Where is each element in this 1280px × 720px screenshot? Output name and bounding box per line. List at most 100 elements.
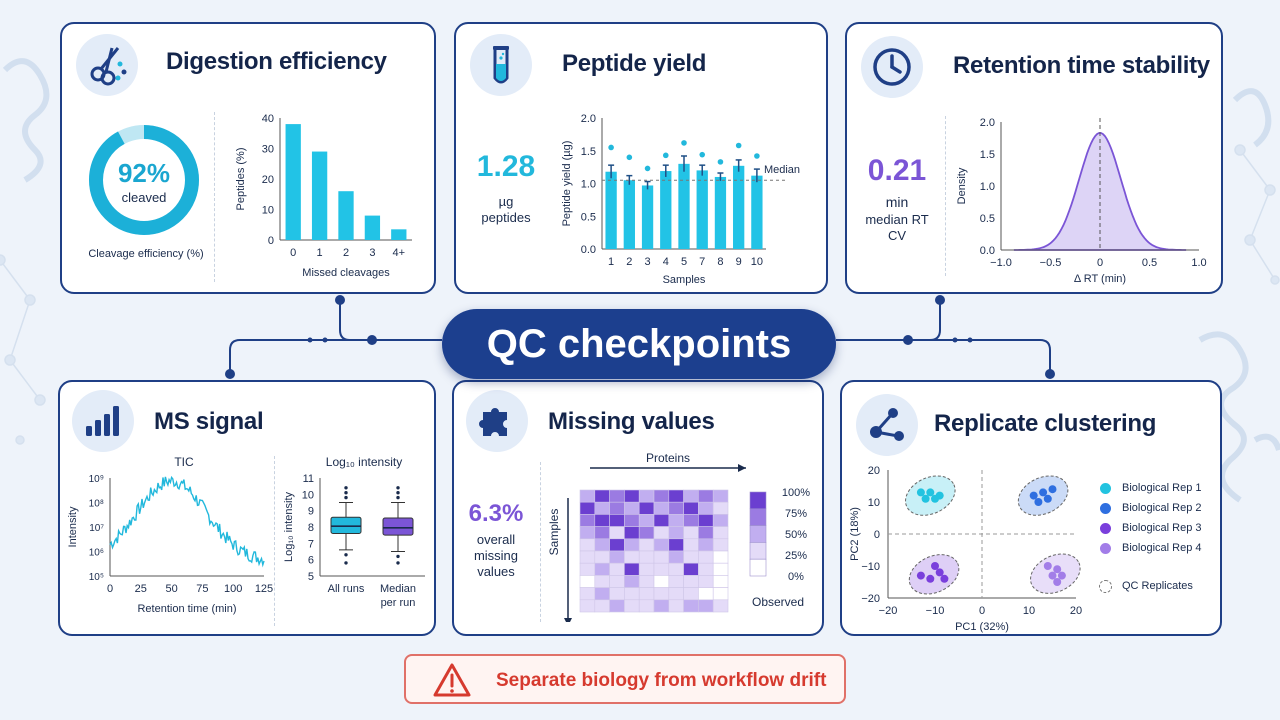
data-point — [1043, 562, 1052, 570]
heatmap-cell — [624, 538, 640, 552]
data-point — [681, 140, 687, 146]
heatmap-cell — [609, 489, 625, 503]
cleavage-donut — [89, 125, 199, 235]
y-tick-label: 8 — [308, 522, 314, 534]
heatmap-cell — [683, 575, 699, 588]
y-tick-label: −10 — [861, 561, 880, 573]
legend-swatch — [1100, 523, 1111, 534]
clock-icon — [861, 36, 923, 98]
y-tick-label: 11 — [303, 473, 314, 485]
panel-divider — [540, 462, 541, 622]
x-axis-label: Samples — [663, 274, 706, 286]
y-tick-label: 10⁷ — [89, 523, 104, 534]
x-tick-label: 0 — [1097, 257, 1103, 269]
x-tick-label: 75 — [196, 583, 208, 595]
missing-heatmap: Proteins Samples 100% 75% 50% 25% 0% Observed — [547, 451, 810, 622]
heatmap-cell — [579, 550, 596, 564]
data-point — [754, 153, 760, 159]
y-axis-label: Peptide yield (µg) — [561, 141, 573, 227]
scale-tick-label: 0% — [788, 571, 804, 583]
heatmap-cell — [579, 562, 596, 576]
heatmap-cell — [712, 501, 729, 515]
heatmap-cell — [624, 489, 640, 503]
missing-stat-label-3: values — [477, 564, 515, 579]
legend-label: Biological Rep 2 — [1122, 502, 1202, 514]
ms-signal-title: MS signal — [154, 408, 264, 435]
heatmap-cell — [609, 526, 625, 540]
missing-stat-value: 6.3% — [468, 500, 524, 527]
median-label: Median — [764, 164, 800, 176]
x-tick-label: 25 — [135, 583, 147, 595]
chart-title: Log₁₀ intensity — [326, 455, 402, 469]
pca-scatter: −20 −10 0 10 20 20 10 0 −10 −20 PC1 (32%) PC2 (18%) — [849, 465, 1082, 633]
data-point — [916, 488, 925, 497]
x-axis-label: Missed cleavages — [302, 267, 390, 279]
data-point — [1029, 491, 1038, 500]
data-point — [1039, 488, 1048, 497]
heatmap-cell — [668, 489, 684, 503]
heatmap-cell — [638, 526, 655, 540]
outlier-point — [396, 554, 400, 559]
heatmap-cell — [668, 538, 684, 552]
outlier-point — [396, 491, 400, 495]
y-tick-label: 0.5 — [581, 211, 596, 223]
heatmap-cell — [624, 550, 640, 564]
puzzle-icon — [466, 390, 528, 452]
x-tick-label: 1 — [608, 256, 614, 268]
bar — [285, 124, 301, 240]
x-tick-label: 8 — [717, 256, 723, 268]
y-tick-label: 10⁶ — [89, 548, 104, 559]
x-tick-label: 4 — [663, 256, 669, 268]
retention-stat-unit: min — [885, 194, 909, 210]
y-axis-label: Log₁₀ intensity — [283, 491, 295, 562]
x-axis-label: Retention time (min) — [137, 603, 236, 615]
legend-item: Biological Rep 1 — [1100, 480, 1220, 500]
legend-swatch — [1100, 543, 1111, 554]
y-tick-label: 10 — [262, 205, 274, 217]
data-point — [662, 152, 669, 159]
peptide-yield-panel: Peptide yield 1.28 µg peptides 0.0 0.5 1.0… — [454, 22, 828, 294]
scale-swatch — [749, 542, 767, 560]
heatmap-cell — [653, 489, 670, 503]
y-tick-label: 2.0 — [980, 117, 995, 129]
peptide-yield-chart: 0.0 0.5 1.0 1.5 2.0 1 2 3 4 5 7 8 9 10 Median Samples Pe… — [561, 113, 800, 286]
x-axis-label: PC1 (32%) — [955, 621, 1009, 633]
legend-label: Biological Rep 1 — [1122, 482, 1202, 494]
legend-swatch — [1100, 483, 1111, 494]
data-point — [1053, 565, 1062, 574]
heatmap-cell — [668, 526, 684, 540]
x-tick-label: 3 — [369, 247, 375, 259]
heatmap-cell — [712, 587, 729, 601]
heatmap-cell — [594, 587, 610, 601]
heatmap-cell — [653, 514, 670, 527]
heatmap-cell — [653, 501, 670, 515]
center-title: QC checkpoints — [442, 309, 836, 379]
heatmap-cell — [653, 550, 670, 564]
heatmap-cell — [668, 550, 684, 564]
outlier-point — [396, 495, 400, 500]
heatmap-cell — [683, 550, 699, 564]
heatmap-cell — [698, 526, 714, 540]
x-tick-label: −1.0 — [990, 257, 1012, 269]
scale-tick-label: 25% — [785, 550, 807, 562]
ms-signal-panel: MS signal TIC 10⁵ 10⁶ 10⁷ 10⁸ 10⁹ 0 25 50 75 100 12… — [58, 380, 436, 636]
heatmap-cell — [638, 587, 655, 601]
pca-legend: Biological Rep 1 Biological Rep 2 Biolog… — [1099, 480, 1220, 598]
network-nodes-icon — [856, 394, 918, 456]
heatmap-cell — [683, 562, 699, 576]
bar — [364, 215, 381, 240]
heatmap-cell — [683, 587, 699, 601]
y-tick-label: 10⁸ — [89, 499, 104, 510]
y-tick-label: 9 — [308, 506, 314, 518]
heatmap-cell — [712, 575, 729, 588]
x-tick-label: 2 — [626, 256, 632, 268]
banner-text: Separate biology from workflow drift — [496, 670, 827, 691]
y-tick-label: 40 — [262, 113, 274, 125]
heatmap-cell — [624, 587, 640, 601]
data-point — [935, 568, 944, 577]
scissors-icon — [76, 34, 138, 96]
heatmap-cell — [638, 489, 655, 503]
replicate-clustering-panel: Replicate clustering −20 −10 0 10 20 20 10 0 −10… — [840, 380, 1222, 636]
tic-chart: TIC 10⁵ 10⁶ 10⁷ 10⁸ 10⁹ 0 25 50 75 100 125 Retention… — [67, 455, 273, 615]
